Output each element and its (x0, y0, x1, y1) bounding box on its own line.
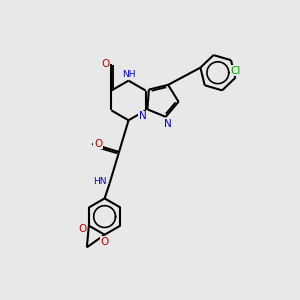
Text: Cl: Cl (230, 66, 241, 76)
Text: N: N (164, 119, 171, 129)
Text: O: O (79, 224, 87, 234)
Text: HN: HN (93, 177, 106, 186)
Text: O: O (100, 237, 109, 247)
Text: NH: NH (122, 70, 135, 79)
Text: O: O (94, 139, 102, 149)
Text: N: N (139, 111, 146, 121)
Text: O: O (101, 59, 110, 69)
